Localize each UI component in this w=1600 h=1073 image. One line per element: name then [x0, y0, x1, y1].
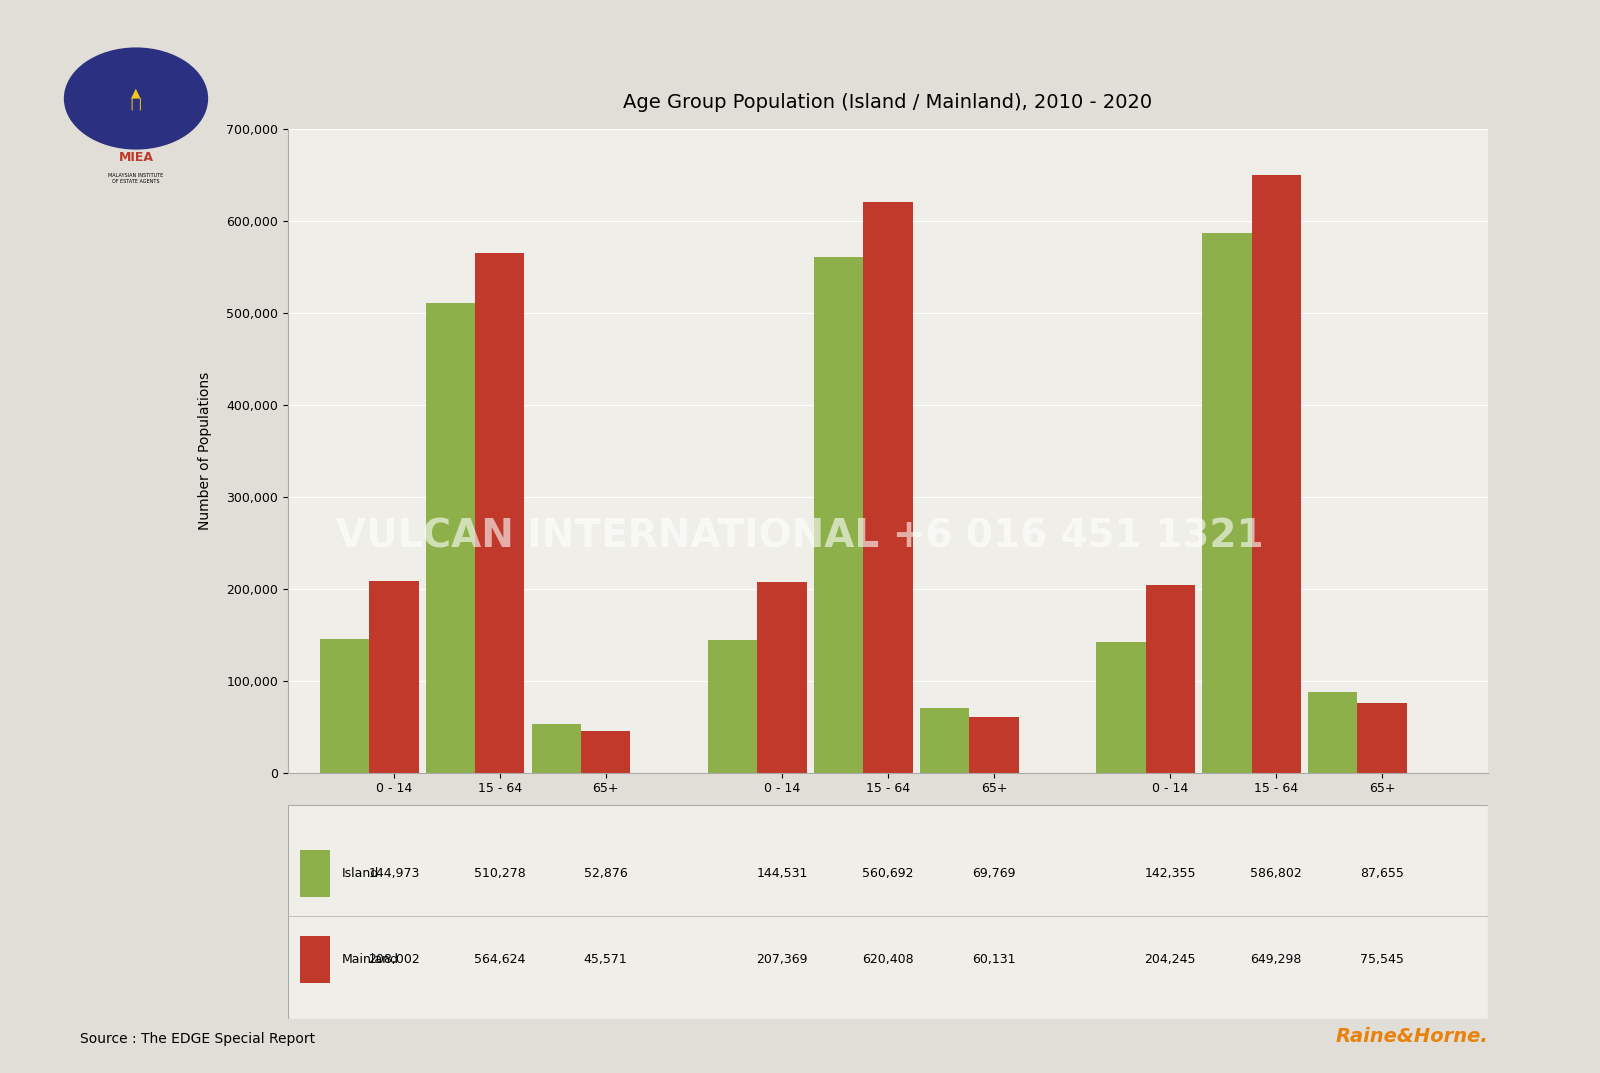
Text: Island: Island: [342, 867, 379, 880]
Bar: [920, 708, 970, 773]
Text: 2015: 2015: [870, 844, 906, 858]
Text: 2020: 2020: [1259, 844, 1294, 858]
Text: 69,769: 69,769: [973, 867, 1016, 880]
Bar: [1309, 692, 1357, 773]
Ellipse shape: [64, 47, 208, 149]
Text: 586,802: 586,802: [1250, 867, 1302, 880]
Text: VULCAN INTERNATIONAL +6 016 451 1321: VULCAN INTERNATIONAL +6 016 451 1321: [336, 517, 1264, 556]
Bar: [814, 256, 864, 773]
Bar: [757, 582, 806, 773]
Text: 564,624: 564,624: [474, 953, 525, 966]
Text: 142,355: 142,355: [1144, 867, 1197, 880]
Bar: [370, 582, 419, 773]
Title: Age Group Population (Island / Mainland), 2010 - 2020: Age Group Population (Island / Mainland)…: [624, 93, 1152, 112]
Text: 60,131: 60,131: [973, 953, 1016, 966]
Bar: [1146, 585, 1195, 773]
Text: 204,245: 204,245: [1144, 953, 1197, 966]
Text: Raine&Horne.: Raine&Horne.: [1336, 1027, 1488, 1046]
Text: 208,002: 208,002: [368, 953, 419, 966]
Bar: [1096, 642, 1146, 773]
Bar: [426, 304, 475, 773]
Text: 144,973: 144,973: [368, 867, 419, 880]
Text: ▲
| |: ▲ | |: [130, 87, 142, 111]
Text: 45,571: 45,571: [584, 953, 627, 966]
Text: 2010: 2010: [482, 844, 517, 858]
Bar: [707, 640, 757, 773]
Text: Source : The EDGE Special Report: Source : The EDGE Special Report: [80, 1032, 315, 1046]
Bar: [531, 724, 581, 773]
Text: 52,876: 52,876: [584, 867, 627, 880]
Text: 510,278: 510,278: [474, 867, 526, 880]
Y-axis label: Number of Populations: Number of Populations: [198, 371, 213, 530]
Bar: [301, 850, 330, 897]
Text: 87,655: 87,655: [1360, 867, 1405, 880]
Bar: [1251, 175, 1301, 773]
Bar: [475, 253, 525, 773]
FancyBboxPatch shape: [288, 805, 1488, 1019]
Text: MALAYSIAN INSTITUTE
OF ESTATE AGENTS: MALAYSIAN INSTITUTE OF ESTATE AGENTS: [109, 173, 163, 183]
Text: 75,545: 75,545: [1360, 953, 1405, 966]
Bar: [581, 731, 630, 773]
Text: 649,298: 649,298: [1251, 953, 1302, 966]
Bar: [1357, 703, 1406, 773]
Bar: [320, 640, 370, 773]
Text: 560,692: 560,692: [862, 867, 914, 880]
Bar: [301, 936, 330, 983]
Bar: [970, 717, 1019, 773]
Bar: [864, 202, 912, 773]
Text: Mainland: Mainland: [342, 953, 398, 966]
Text: 620,408: 620,408: [862, 953, 914, 966]
Text: MIEA: MIEA: [118, 150, 154, 163]
Bar: [1202, 233, 1251, 773]
Text: 207,369: 207,369: [757, 953, 808, 966]
Text: 144,531: 144,531: [757, 867, 808, 880]
